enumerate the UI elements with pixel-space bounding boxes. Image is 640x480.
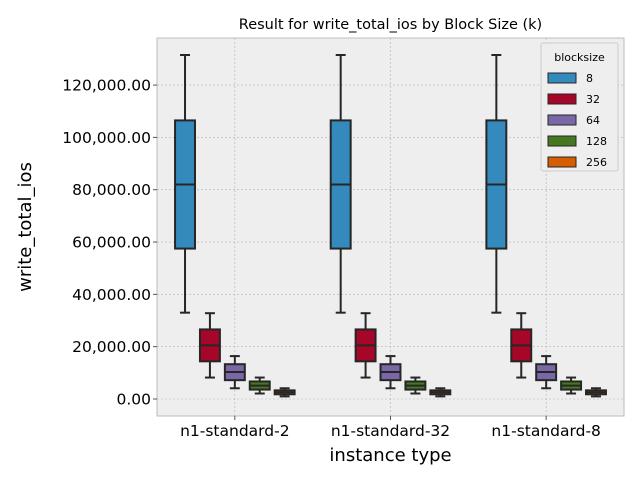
legend-label-32: 32: [586, 93, 600, 106]
box-128: [560, 376, 583, 395]
legend-label-128: 128: [586, 135, 607, 148]
y-tick-label: 100,000.00: [62, 129, 151, 147]
y-axis-ticks: 0.00 20,000.00 40,000.00 60,000.00 80,000.00…: [62, 77, 157, 408]
x-axis-label: instance type: [329, 445, 451, 466]
y-tick-label: 20,000.00: [72, 338, 151, 356]
legend: blocksize 8 32 64 128 256: [540, 42, 619, 172]
x-axis-ticks: n1-standard-2 n1-standard-32 n1-standard-8: [180, 416, 601, 440]
y-tick-label: 60,000.00: [72, 234, 151, 252]
box-8: [329, 54, 352, 314]
y-tick-label: 80,000.00: [72, 181, 151, 199]
box-128: [404, 376, 427, 395]
legend-label-64: 64: [586, 114, 600, 127]
legend-swatch-128: [547, 135, 577, 147]
legend-swatch-64: [547, 114, 577, 126]
y-tick-label: 0.00: [116, 390, 151, 408]
y-tick-label: 40,000.00: [72, 286, 151, 304]
box-256: [429, 387, 452, 398]
legend-swatch-256: [547, 156, 577, 168]
box-32: [198, 312, 221, 379]
legend-title: blocksize: [554, 51, 605, 64]
box-64: [535, 355, 558, 390]
box-64: [223, 355, 246, 390]
chart-title: Result for write_total_ios by Block Size…: [239, 17, 542, 33]
box-256: [273, 387, 296, 398]
box-128: [248, 376, 271, 395]
x-tick-label: n1-standard-32: [331, 422, 450, 440]
legend-label-8: 8: [586, 72, 593, 85]
legend-swatch-8: [547, 72, 577, 84]
y-tick-label: 120,000.00: [62, 77, 151, 95]
box-8: [174, 54, 196, 314]
x-tick-label: n1-standard-8: [491, 422, 600, 440]
box-8: [485, 54, 508, 314]
x-tick-label: n1-standard-2: [180, 422, 289, 440]
legend-items: 8 32 64 128 256: [547, 72, 607, 169]
box-256: [585, 387, 607, 398]
box-series: [174, 54, 607, 398]
legend-label-256: 256: [586, 156, 607, 169]
box-32: [510, 312, 533, 379]
legend-swatch-32: [547, 93, 577, 105]
box-64: [379, 355, 402, 390]
y-axis-label: write_total_ios: [15, 162, 36, 292]
box-32: [354, 312, 377, 379]
